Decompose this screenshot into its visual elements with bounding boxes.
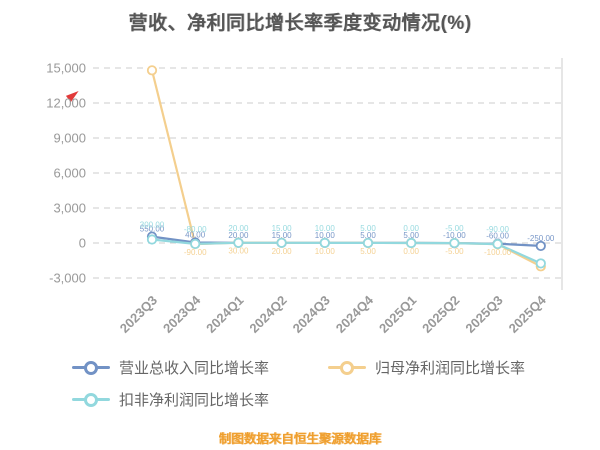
svg-text:2023Q4: 2023Q4: [160, 292, 204, 336]
svg-text:-90.00: -90.00: [486, 225, 509, 234]
svg-text:10.00: 10.00: [315, 231, 336, 240]
svg-text:-100.00: -100.00: [484, 248, 512, 257]
svg-text:2024Q4: 2024Q4: [333, 292, 377, 336]
svg-text:20.00: 20.00: [272, 247, 293, 256]
svg-text:0: 0: [79, 236, 86, 251]
svg-text:-5.00: -5.00: [445, 247, 464, 256]
line-dot-icon: [72, 392, 110, 408]
svg-text:2024Q1: 2024Q1: [203, 293, 246, 336]
chart-title: 营收、净利同比增长率季度变动情况(%): [128, 13, 472, 34]
svg-text:40.00: 40.00: [185, 231, 206, 240]
svg-text:-3,000: -3,000: [49, 271, 86, 286]
svg-text:0.00: 0.00: [403, 247, 419, 256]
svg-text:15,000: 15,000: [46, 61, 86, 76]
svg-text:300.00: 300.00: [140, 221, 165, 230]
svg-text:-60.00: -60.00: [486, 232, 509, 241]
svg-text:-80.00: -80.00: [184, 225, 207, 234]
legend-label-net-profit-growth: 归母净利润同比增长率: [375, 360, 526, 377]
svg-text:-10.00: -10.00: [443, 231, 466, 240]
svg-text:15.00: 15.00: [272, 224, 293, 233]
svg-text:30.00: 30.00: [228, 247, 249, 256]
legend-label-revenue-growth: 营业总收入同比增长率: [119, 360, 270, 377]
svg-text:3,000: 3,000: [53, 201, 86, 216]
line-dot-icon: [328, 360, 366, 376]
svg-text:2025Q1: 2025Q1: [376, 293, 419, 336]
svg-text:2025Q3: 2025Q3: [462, 293, 505, 336]
svg-text:2025Q4: 2025Q4: [506, 292, 550, 336]
svg-text:6,000: 6,000: [53, 166, 86, 181]
svg-text:10.00: 10.00: [315, 224, 336, 233]
svg-text:10.00: 10.00: [315, 247, 336, 256]
legend-label-non-recurring-profit-growth: 扣非净利润同比增长率: [119, 392, 270, 409]
data-source-note: 制图数据来自恒生聚源数据库: [218, 432, 382, 446]
svg-text:9,000: 9,000: [53, 131, 86, 146]
svg-text:2025Q2: 2025Q2: [419, 293, 462, 336]
svg-text:-250.00: -250.00: [527, 234, 555, 243]
svg-text:15.00: 15.00: [272, 231, 293, 240]
legend-item-revenue-growth[interactable]: 营业总收入同比增长率: [72, 357, 269, 378]
legend-item-non-recurring-profit-growth[interactable]: 扣非净利润同比增长率: [72, 389, 269, 410]
svg-text:2023Q3: 2023Q3: [117, 293, 160, 336]
svg-text:-90.00: -90.00: [184, 248, 207, 257]
svg-text:5.00: 5.00: [360, 224, 376, 233]
svg-text:550.00: 550.00: [140, 225, 165, 234]
svg-text:2024Q3: 2024Q3: [290, 293, 333, 336]
svg-text:20.00: 20.00: [228, 224, 249, 233]
svg-text:2024Q2: 2024Q2: [246, 293, 289, 336]
line-dot-icon: [72, 360, 110, 376]
svg-text:20.00: 20.00: [228, 231, 249, 240]
svg-text:-5.00: -5.00: [445, 224, 464, 233]
svg-text:5.00: 5.00: [403, 231, 419, 240]
legend-item-net-profit-growth[interactable]: 归母净利润同比增长率: [328, 357, 525, 378]
svg-text:0.00: 0.00: [403, 224, 419, 233]
svg-text:12,000: 12,000: [46, 96, 86, 111]
svg-text:5.00: 5.00: [360, 247, 376, 256]
svg-text:5.00: 5.00: [360, 231, 376, 240]
